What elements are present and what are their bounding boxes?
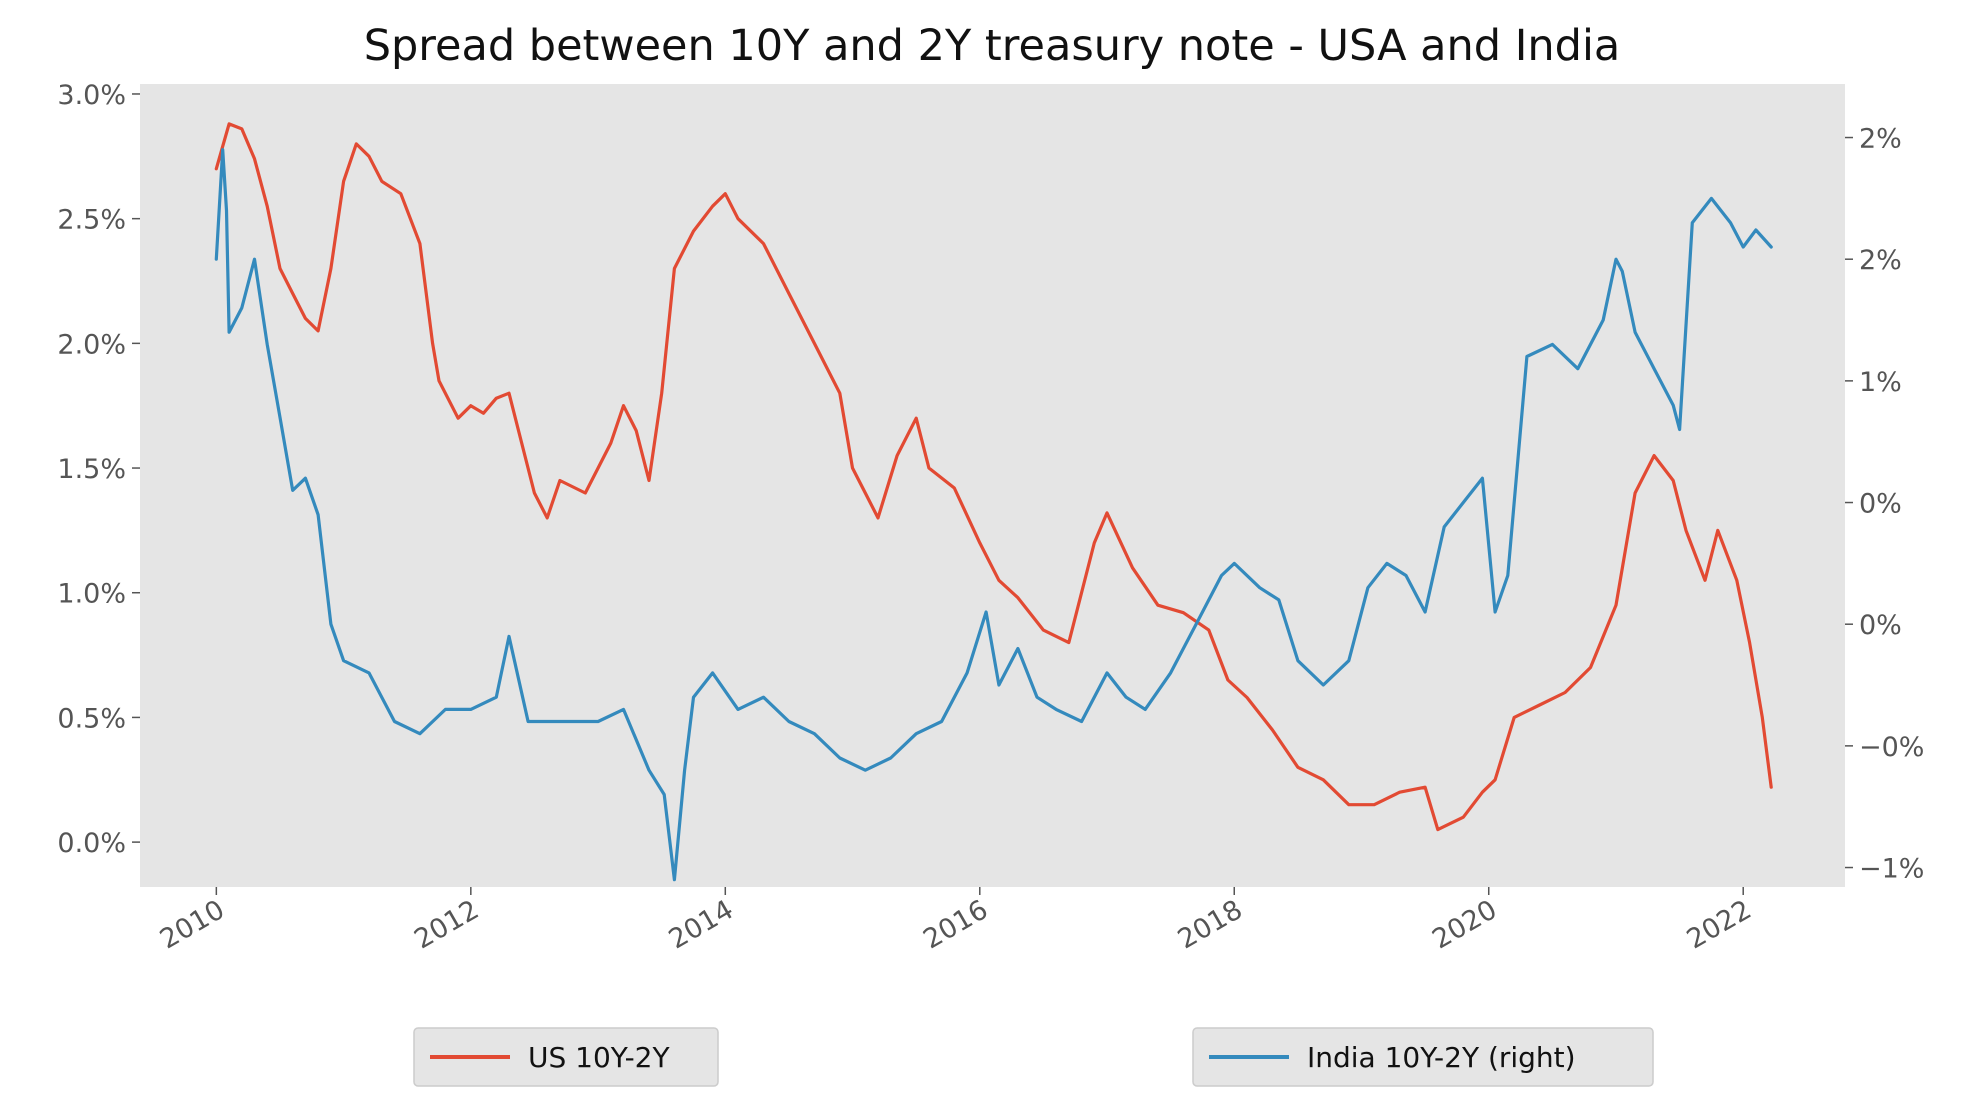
legend-india-label: India 10Y-2Y (right) (1307, 1041, 1576, 1074)
left-y-tick-label: 0.0% (57, 828, 126, 859)
legend-us-box (413, 1027, 719, 1087)
right-y-tick-label: 0% (1859, 489, 1902, 520)
left-y-tick-label: 1.5% (57, 454, 126, 485)
right-y-axis: −1% −0% 0% 0% 1% 2% 2% (1845, 124, 1924, 885)
legend-us-label: US 10Y-2Y (528, 1041, 670, 1074)
series-line-india (214, 148, 1773, 882)
series-layer (214, 122, 1773, 882)
left-y-axis: 0.0% 0.5% 1.0% 1.5% 2.0% 2.5% 3.0% (57, 80, 140, 859)
legend-india: India 10Y-2Y (right) (1192, 1027, 1654, 1087)
right-y-tick-label: 2% (1859, 124, 1902, 155)
left-y-tick-label: 2.0% (57, 329, 126, 360)
left-y-tick-label: 2.5% (57, 205, 126, 236)
left-y-tick-label: 0.5% (57, 703, 126, 734)
left-y-tick-label: 3.0% (57, 80, 126, 111)
right-y-tick-label: 0% (1859, 610, 1902, 641)
left-y-tick-label: 1.0% (57, 579, 126, 610)
right-y-tick-label: 1% (1859, 367, 1902, 398)
right-y-tick-label: −0% (1859, 732, 1924, 763)
series-line-us (214, 122, 1773, 832)
legend-us: US 10Y-2Y (413, 1027, 719, 1087)
plot-area (140, 84, 1845, 887)
right-y-tick-label: −1% (1859, 854, 1924, 885)
chart-title: Spread between 10Y and 2Y treasury note … (364, 21, 1621, 71)
right-y-tick-label: 2% (1859, 245, 1902, 276)
legend-india-box (1192, 1027, 1654, 1087)
